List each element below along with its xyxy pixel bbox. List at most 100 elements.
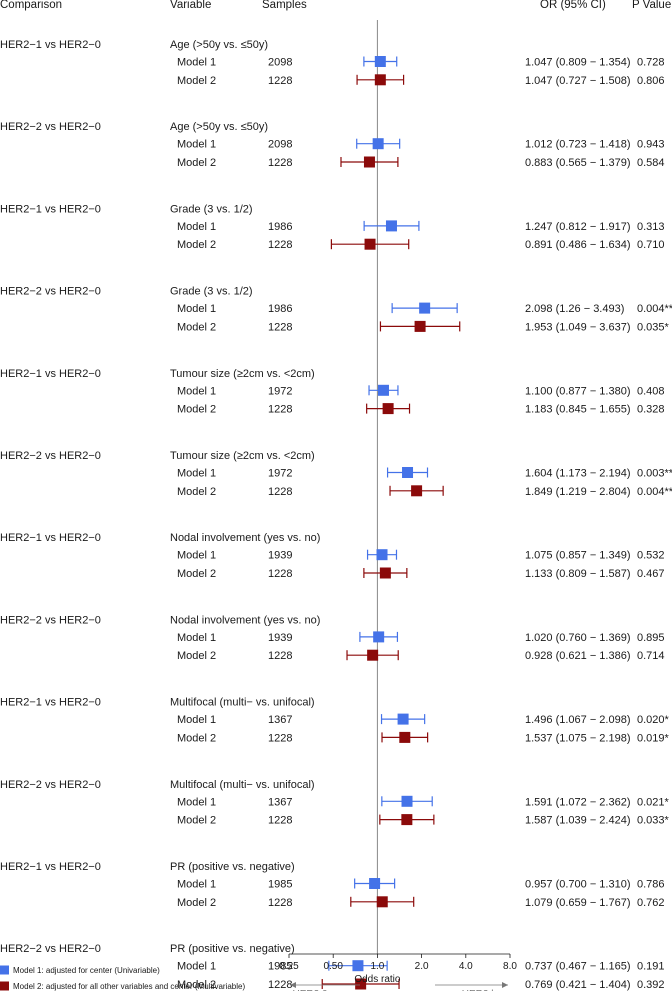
variable-label: Nodal involvement (yes vs. no): [170, 532, 320, 544]
left-arrow-head: [290, 982, 296, 988]
model-label: Model 2: [177, 239, 216, 251]
model-row-2: Model 2 1228 0.883 (0.565 − 1.379) 0.584: [177, 156, 665, 169]
samples-value: 1228: [268, 75, 292, 87]
samples-value: 1228: [268, 404, 292, 416]
comparison-label: HER2−1 vs HER2−0: [0, 861, 101, 873]
model-row-1: Model 1 1367 1.591 (1.072 − 2.362) 0.021*: [177, 795, 670, 808]
odds-ratio-marker: [376, 896, 388, 908]
model-label: Model 2: [177, 568, 216, 580]
p-value: 0.191: [637, 961, 665, 973]
variable-label: Multifocal (multi− vs. unifocal): [170, 779, 315, 791]
or-ci-value: 1.012 (0.723 − 1.418): [525, 139, 631, 151]
odds-ratio-marker: [401, 795, 413, 807]
odds-ratio-marker: [376, 549, 388, 561]
or-ci-value: 1.591 (1.072 − 2.362): [525, 796, 631, 808]
p-value: 0.762: [637, 897, 665, 909]
odds-ratio-marker: [377, 384, 389, 396]
p-value: 0.021*: [637, 796, 670, 808]
model-label: Model 2: [177, 732, 216, 744]
legend-swatch-2: [0, 981, 9, 991]
model-label: Model 1: [177, 714, 216, 726]
comparison-label: HER2−1 vs HER2−0: [0, 697, 101, 709]
samples-value: 1228: [268, 239, 292, 251]
or-ci-value: 1.604 (1.173 − 2.194): [525, 468, 631, 480]
x-tick-label: 8.0: [503, 961, 517, 972]
or-ci-value: 1.047 (0.727 − 1.508): [525, 75, 631, 87]
x-tick-label: 0.25: [279, 961, 299, 972]
model-row-2: Model 2 1228 0.891 (0.486 − 1.634) 0.710: [177, 238, 665, 251]
samples-value: 1986: [268, 221, 292, 233]
samples-value: 1228: [268, 157, 292, 169]
samples-value: 2098: [268, 57, 292, 69]
odds-ratio-marker: [414, 320, 426, 332]
model-label: Model 1: [177, 385, 216, 397]
odds-ratio-marker: [367, 649, 379, 661]
model-row-1: Model 1 2098 1.012 (0.723 − 1.418) 0.943: [177, 138, 665, 151]
model-row-1: Model 1 2098 1.047 (0.809 − 1.354) 0.728: [177, 56, 665, 69]
or-ci-value: 0.891 (0.486 − 1.634): [525, 239, 631, 251]
or-ci-value: 0.883 (0.565 − 1.379): [525, 157, 631, 169]
header-row: Comparison Variable Samples OR (95% CI) …: [0, 0, 671, 11]
model-label: Model 1: [177, 221, 216, 233]
model-row-2: Model 2 1228 1.133 (0.809 − 1.587) 0.467: [177, 567, 665, 580]
variable-label: PR (positive vs. negative): [170, 861, 295, 873]
group-10: HER2−2 vs HER2−0 Multifocal (multi− vs. u…: [0, 779, 670, 827]
header-or-ci: OR (95% CI): [540, 0, 606, 11]
variable-label: PR (positive vs. negative): [170, 943, 295, 955]
samples-value: 1228: [268, 486, 292, 498]
x-tick-label: 0.50: [323, 961, 343, 972]
odds-ratio-marker: [402, 467, 414, 478]
odds-ratio-marker: [401, 814, 413, 826]
p-value: 0.806: [637, 75, 665, 87]
group-5: HER2−1 vs HER2−0 Tumour size (≥2cm vs. <2…: [0, 368, 665, 416]
group-8: HER2−2 vs HER2−0 Nodal involvement (yes v…: [0, 614, 665, 662]
model-row-2: Model 2 1228 1.537 (1.075 − 2.198) 0.019*: [177, 731, 670, 744]
header-samples: Samples: [262, 0, 307, 11]
p-value: 0.532: [637, 550, 665, 562]
group-7: HER2−1 vs HER2−0 Nodal involvement (yes v…: [0, 532, 665, 580]
samples-value: 1985: [268, 961, 292, 973]
samples-value: 1367: [268, 796, 292, 808]
or-ci-value: 0.957 (0.700 − 1.310): [525, 879, 631, 891]
odds-ratio-marker: [397, 713, 409, 725]
header-comparison: Comparison: [0, 0, 62, 11]
group-6: HER2−2 vs HER2−0 Tumour size (≥2cm vs. <2…: [0, 450, 672, 498]
p-value: 0.003**: [637, 468, 672, 480]
model-label: Model 2: [177, 979, 216, 991]
samples-value: 1228: [268, 650, 292, 662]
group-1: HER2−1 vs HER2−0 Age (>50y vs. ≤50y) Model…: [0, 39, 665, 87]
samples-value: 1228: [268, 568, 292, 580]
or-ci-value: 1.047 (0.809 − 1.354): [525, 57, 631, 69]
p-value: 0.019*: [637, 732, 670, 744]
odds-ratio-marker: [385, 220, 397, 232]
p-value: 0.392: [637, 979, 665, 991]
model-label: Model 1: [177, 468, 216, 480]
p-value: 0.584: [637, 157, 665, 169]
odds-ratio-marker: [364, 238, 376, 250]
odds-ratio-marker: [419, 302, 431, 314]
odds-ratio-marker: [372, 138, 384, 150]
legend: Model 1: adjusted for center (Univariabl…: [0, 965, 245, 991]
legend-label-1: Model 1: adjusted for center (Univariabl…: [13, 966, 160, 975]
model-row-2: Model 2 1228 1.953 (1.049 − 3.637) 0.035*: [177, 320, 670, 333]
direction-left-label: HER2 0: [292, 989, 327, 991]
model-label: Model 2: [177, 650, 216, 662]
legend-swatch-1: [0, 965, 9, 975]
model-label: Model 2: [177, 157, 216, 169]
comparison-label: HER2−2 vs HER2−0: [0, 943, 101, 955]
model-row-2: Model 2 1228 1.587 (1.039 − 2.424) 0.033*: [177, 814, 670, 827]
odds-ratio-marker: [374, 56, 386, 67]
samples-value: 2098: [268, 139, 292, 151]
variable-label: Grade (3 vs. 1/2): [170, 203, 253, 215]
direction-right-label: HER2 low: [462, 989, 507, 991]
or-ci-value: 1.020 (0.760 − 1.369): [525, 632, 631, 644]
model-row-1: Model 1 1939 1.020 (0.760 − 1.369) 0.895: [177, 631, 665, 644]
model-row-1: Model 1 1986 2.098 (1.26 − 3.493) 0.004**: [177, 302, 672, 315]
p-value: 0.033*: [637, 815, 670, 827]
right-arrow-head: [502, 982, 508, 988]
group-12: HER2−2 vs HER2−0 PR (positive vs. negativ…: [0, 943, 665, 991]
p-value: 0.943: [637, 139, 665, 151]
p-value: 0.710: [637, 239, 665, 251]
p-value: 0.895: [637, 632, 665, 644]
or-ci-value: 1.953 (1.049 − 3.637): [525, 321, 631, 333]
